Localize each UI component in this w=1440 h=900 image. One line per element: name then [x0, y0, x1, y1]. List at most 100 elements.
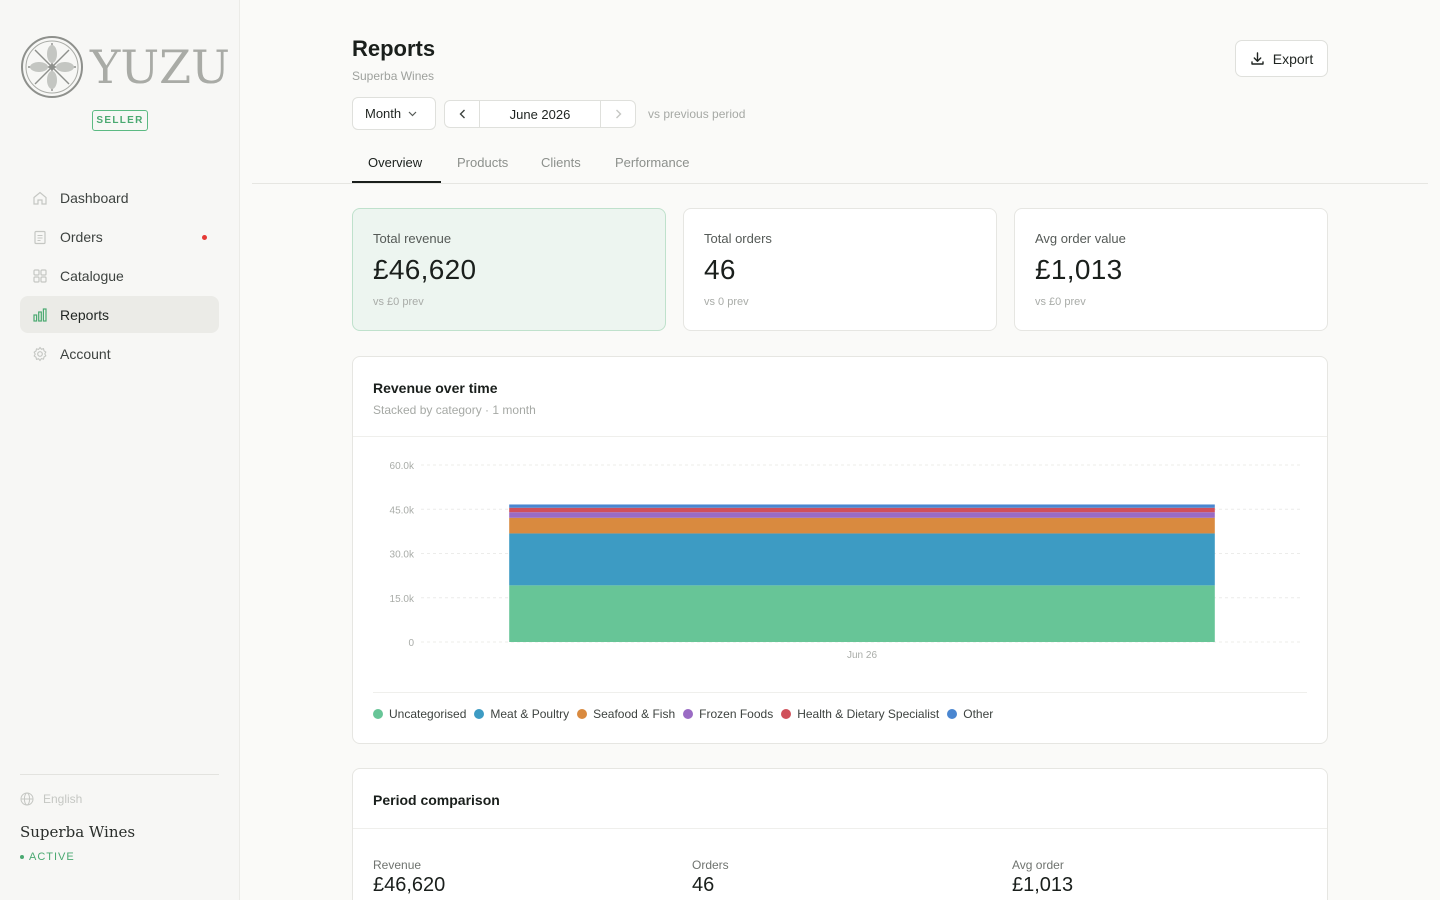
bar-segment [509, 517, 1215, 534]
legend-item[interactable]: Frozen Foods [683, 707, 773, 721]
gear-icon [33, 346, 47, 361]
orders-icon [34, 230, 46, 244]
kpi-avg-order-value: Avg order value £1,013 vs £0 prev [1014, 208, 1328, 331]
sidebar: YUZU SELLER Dashboard Orders Catalogue R… [0, 0, 240, 900]
legend-label: Other [963, 707, 994, 721]
chevron-down-icon [408, 111, 417, 116]
sidebar-item-account[interactable]: Account [20, 335, 219, 372]
sidebar-item-orders[interactable]: Orders [20, 218, 219, 255]
period-value: Month [365, 106, 402, 121]
language-label: English [43, 792, 83, 806]
legend-item[interactable]: Uncategorised [373, 707, 466, 721]
globe-icon [20, 792, 34, 806]
kpi-label: Total orders [704, 231, 772, 246]
tab-clients[interactable]: Clients [541, 155, 581, 170]
export-button[interactable]: Export [1235, 40, 1328, 77]
bar-chart-icon [33, 307, 47, 322]
next-period-button[interactable] [600, 101, 635, 127]
card-divider [353, 436, 1327, 437]
previous-period-button[interactable] [445, 101, 480, 127]
y-tick-label: 30.0k [390, 550, 415, 561]
revenue-chart-card: Revenue over time Stacked by category · … [352, 356, 1328, 744]
bar-segment [509, 504, 1215, 508]
bar-segment [509, 507, 1215, 513]
tab-overview[interactable]: Overview [368, 155, 423, 170]
active-tab-indicator [352, 181, 441, 183]
legend-item[interactable]: Health & Dietary Specialist [781, 707, 939, 721]
legend-label: Meat & Poultry [490, 707, 570, 721]
status-dot [20, 855, 24, 859]
legend-swatch [683, 709, 694, 719]
x-tick-label: Jun 26 [847, 650, 877, 661]
sidebar-item-catalogue[interactable]: Catalogue [20, 257, 219, 294]
y-tick-label: 0 [408, 638, 414, 649]
tab-products[interactable]: Products [457, 155, 509, 170]
sidebar-nav: Dashboard Orders Catalogue Reports Accou… [20, 179, 219, 374]
report-tabs: Overview Products Clients Performance [252, 143, 1428, 184]
bar-segment [509, 585, 1215, 642]
kpi-value: £46,620 [373, 254, 477, 285]
chart-legend: Uncategorised Meat & Poultry Seafood & Fis… [373, 707, 1001, 721]
main-content: Reports Superba Wines Export Month June … [240, 0, 1440, 900]
legend-label: Frozen Foods [699, 707, 774, 721]
legend-item[interactable]: Meat & Poultry [474, 707, 569, 721]
date-navigator: June 2026 [444, 100, 636, 128]
kpi-value: 46 [704, 254, 736, 285]
comparison-label: Avg order [1012, 858, 1064, 872]
kpi-comparison: vs £0 prev [1035, 296, 1086, 308]
legend-label: Seafood & Fish [593, 707, 676, 721]
language-selector[interactable]: English [20, 792, 82, 806]
tab-performance[interactable]: Performance [615, 155, 690, 170]
legend-item[interactable]: Other [947, 707, 993, 721]
grid-icon [33, 268, 47, 283]
account-status: ACTIVE [20, 851, 75, 863]
kpi-comparison: vs 0 prev [704, 296, 749, 308]
sidebar-item-label: Catalogue [60, 267, 124, 284]
sidebar-item-label: Account [60, 345, 111, 362]
comparison-label: Orders [692, 858, 729, 872]
card-divider [353, 828, 1327, 829]
legend-swatch [373, 709, 383, 719]
legend-label: Health & Dietary Specialist [797, 707, 940, 721]
sidebar-divider [20, 774, 219, 775]
page-subtitle: Superba Wines [352, 69, 435, 83]
kpi-label: Avg order value [1035, 231, 1126, 246]
notification-dot [202, 235, 207, 240]
yuzu-logo-icon [21, 36, 83, 98]
download-icon [1251, 52, 1264, 65]
chevron-left-icon [459, 109, 465, 119]
sidebar-item-dashboard[interactable]: Dashboard [20, 179, 219, 216]
legend-item[interactable]: Seafood & Fish [577, 707, 675, 721]
sidebar-item-reports[interactable]: Reports [20, 296, 219, 333]
y-tick-label: 45.0k [390, 505, 415, 516]
card-subtitle: Stacked by category · 1 month [373, 403, 536, 417]
kpi-comparison: vs £0 prev [373, 296, 424, 308]
brand-name: YUZU [90, 40, 230, 94]
legend-label: Uncategorised [389, 707, 467, 721]
company-name: Superba Wines [20, 823, 136, 841]
legend-swatch [474, 709, 485, 719]
kpi-total-revenue: Total revenue £46,620 vs £0 prev [352, 208, 666, 331]
kpi-total-orders: Total orders 46 vs 0 prev [683, 208, 997, 331]
brand-logo[interactable]: YUZU [20, 36, 230, 98]
sidebar-item-label: Reports [60, 306, 110, 323]
kpi-label: Total revenue [373, 231, 452, 246]
card-title: Period comparison [373, 792, 500, 808]
period-comparison-card: Period comparison Revenue £46,620 Orders… [352, 768, 1328, 900]
card-title: Revenue over time [373, 380, 498, 396]
comparison-label: Revenue [373, 858, 422, 872]
period-select[interactable]: Month [352, 97, 436, 130]
legend-swatch [947, 709, 958, 719]
legend-divider [373, 692, 1307, 693]
bar-segment [509, 533, 1215, 586]
sidebar-item-label: Dashboard [60, 189, 129, 206]
home-icon [33, 191, 47, 205]
page-title: Reports [352, 36, 436, 61]
y-tick-label: 60.0k [390, 461, 415, 472]
comparison-value: £1,013 [1012, 874, 1074, 896]
seller-badge: SELLER [92, 110, 148, 131]
sidebar-item-label: Orders [60, 228, 103, 245]
comparison-label: vs previous period [648, 107, 746, 121]
export-label: Export [1272, 50, 1314, 67]
revenue-chart: 0 15.0k 30.0k 45.0k 60.0k Jun 26 [390, 461, 1303, 661]
